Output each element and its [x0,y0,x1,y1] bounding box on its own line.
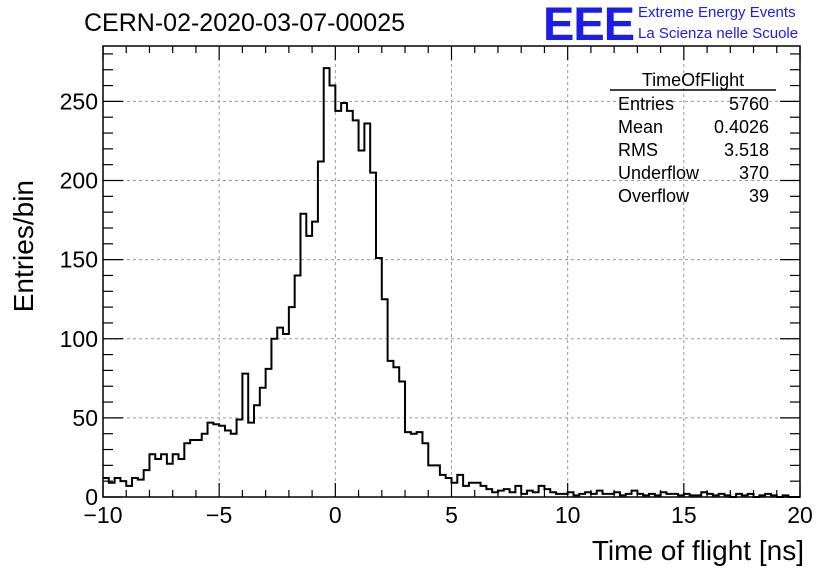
stats-box-title: TimeOfFlight [642,70,744,90]
x-tick-label: −5 [206,502,232,528]
stats-row-value: 5760 [729,94,769,114]
stats-row-value: 3.518 [724,140,769,160]
x-tick-label: 0 [329,502,342,528]
stats-row-value: 39 [749,186,769,206]
y-axis-title: Entries/bin [8,180,39,312]
stats-row-label: Entries [618,94,674,114]
y-tick-label: 200 [60,168,98,194]
stats-row-label: RMS [618,140,658,160]
x-tick-label: 5 [445,502,458,528]
run-title: CERN-02-2020-03-07-00025 [84,9,406,37]
y-tick-label: 150 [60,247,98,273]
stats-box: TimeOfFlight Entries 5760 Mean 0.4026 RMS 3.5… [610,70,776,206]
y-tick-label: 0 [85,484,98,510]
x-tick-label: 10 [555,502,581,528]
stats-row-label: Overflow [618,186,690,206]
stats-row-label: Mean [618,117,663,137]
stats-row-value: 0.4026 [714,117,769,137]
y-tick-label: 50 [72,405,98,431]
y-tick-label: 100 [60,326,98,352]
logo-tagline-2: La Scienza nelle Scuole [638,25,799,42]
grid-lines [103,46,800,497]
x-tick-label: −10 [83,502,122,528]
stats-row-value: 370 [739,163,769,183]
y-tick-label: 250 [60,88,98,114]
stats-row-label: Underflow [618,163,700,183]
stats-box-rows: Entries 5760 Mean 0.4026 RMS 3.518 Underflow 37… [618,94,769,206]
axis-ticks [102,46,801,498]
x-tick-label: 15 [671,502,697,528]
logo-tagline-1: Extreme Energy Events [638,4,796,21]
histogram-series-time-of-flight [103,67,800,498]
eee-logo: EEE [543,0,635,50]
x-tick-label: 20 [787,502,813,528]
x-axis-title: Time of flight [ns] [592,535,804,566]
